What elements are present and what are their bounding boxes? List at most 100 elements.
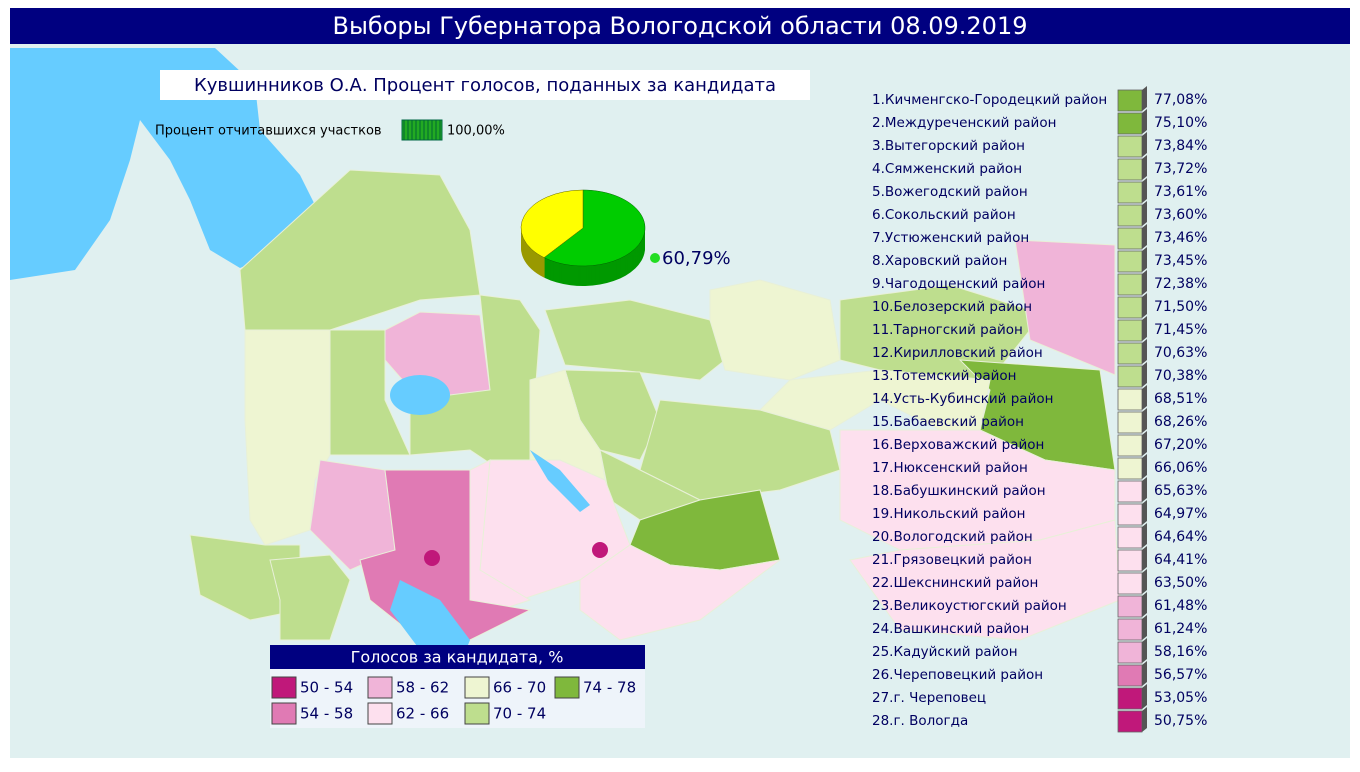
district-value: 73,45% [1154,253,1207,269]
district-value: 56,57% [1154,667,1207,683]
legend-swatch [271,676,297,699]
district-name: 16.Верховажский район [872,437,1044,453]
district-box-side [1142,201,1147,226]
district-box [1117,135,1143,158]
title: Выборы Губернатора Вологодской области 0… [333,12,1028,40]
district-box-side [1142,385,1147,410]
legend-label: 74 - 78 [583,679,636,697]
map [10,48,1121,690]
legend-swatch [464,702,490,725]
district-value: 70,38% [1154,368,1207,384]
district-name: 15.Бабаевский район [872,414,1024,430]
district-box [1117,411,1143,434]
district-value: 53,05% [1154,690,1207,706]
district-name: 14.Усть-Кубинский район [872,391,1053,407]
district-box [1117,687,1143,710]
pie-slice [543,189,646,267]
district-box [1117,664,1143,687]
district-value: 64,97% [1154,506,1207,522]
legend-label: 54 - 58 [300,705,353,723]
district-box [1117,503,1143,526]
legend-swatch [367,676,393,699]
pie [520,189,646,286]
district-value: 71,45% [1154,322,1207,338]
district-list: 1.Кичменгско-Городецкий район 77,08% 2.Меж… [872,86,1207,733]
district-box [1117,296,1143,319]
region [709,279,841,381]
district-value: 70,63% [1154,345,1207,361]
legend-label: 70 - 74 [493,705,546,723]
pie-label: 60,79% [662,248,731,269]
district-box [1117,273,1143,296]
district-name: 1.Кичменгско-Городецкий район [872,92,1107,108]
district-box [1117,227,1143,250]
district-value: 61,24% [1154,621,1207,637]
legend-label: 50 - 54 [300,679,353,697]
district-box-side [1142,362,1147,387]
district-name: 11.Тарногский район [872,322,1023,338]
district-box-side [1142,339,1147,364]
lake [10,48,330,280]
district-value: 67,20% [1154,437,1207,453]
district-value: 77,08% [1154,92,1207,108]
district-box [1117,457,1143,480]
district-value: 65,63% [1154,483,1207,499]
region [1014,239,1116,376]
district-box [1117,710,1143,733]
district-box-side [1142,500,1147,525]
district-value: 68,51% [1154,391,1207,407]
district-name: 12.Кирилловский район [872,345,1043,361]
legend-swatch [464,676,490,699]
district-name: 24.Вашкинский район [872,621,1029,637]
district-box-side [1142,316,1147,341]
district-name: 26.Череповецкий район [872,667,1043,683]
district-box [1117,595,1143,618]
district-box-side [1142,431,1147,456]
district-box [1117,388,1143,411]
city [424,550,440,566]
district-box-side [1142,408,1147,433]
district-box-side [1142,707,1147,732]
district-box-side [1142,109,1147,134]
district-name: 2.Междуреченский район [872,115,1056,131]
district-name: 27.г. Череповец [872,690,986,706]
region [839,284,1031,381]
district-name: 8.Харовский район [872,253,1007,269]
district-name: 19.Никольский район [872,506,1026,522]
district-box-side [1142,684,1147,709]
district-box-side [1142,224,1147,249]
district-box [1117,434,1143,457]
district-name: 22.Шекснинский район [872,575,1038,591]
legend-header [270,645,645,669]
subtitle: Кувшинников О.А. Процент голосов, поданн… [194,75,776,96]
district-value: 73,46% [1154,230,1207,246]
district-name: 18.Бабушкинский район [872,483,1046,499]
reporting-label: Процент отчитавшихся участков [155,124,382,139]
legend-swatch [367,702,393,725]
district-name: 7.Устюженский район [872,230,1029,246]
district-value: 73,84% [1154,138,1207,154]
district-box-side [1142,661,1147,686]
district-box [1117,549,1143,572]
district-box [1117,319,1143,342]
district-name: 9.Чагодощенский район [872,276,1045,292]
district-box-side [1142,86,1147,111]
legend-swatch [271,702,297,725]
district-name: 20.Вологодский район [872,529,1033,545]
district-name: 13.Тотемский район [872,368,1016,384]
district-name: 28.г. Вологда [872,713,968,729]
district-box-side [1142,247,1147,272]
district-box [1117,181,1143,204]
district-value: 73,60% [1154,207,1207,223]
district-value: 72,38% [1154,276,1207,292]
district-box [1117,112,1143,135]
district-name: 4.Сямженский район [872,161,1022,177]
region [544,299,726,381]
legend-title: Голосов за кандидата, % [351,648,564,667]
pie-marker [650,253,660,263]
district-box-side [1142,523,1147,548]
district-box [1117,480,1143,503]
district-value: 73,72% [1154,161,1207,177]
district-value: 73,61% [1154,184,1207,200]
